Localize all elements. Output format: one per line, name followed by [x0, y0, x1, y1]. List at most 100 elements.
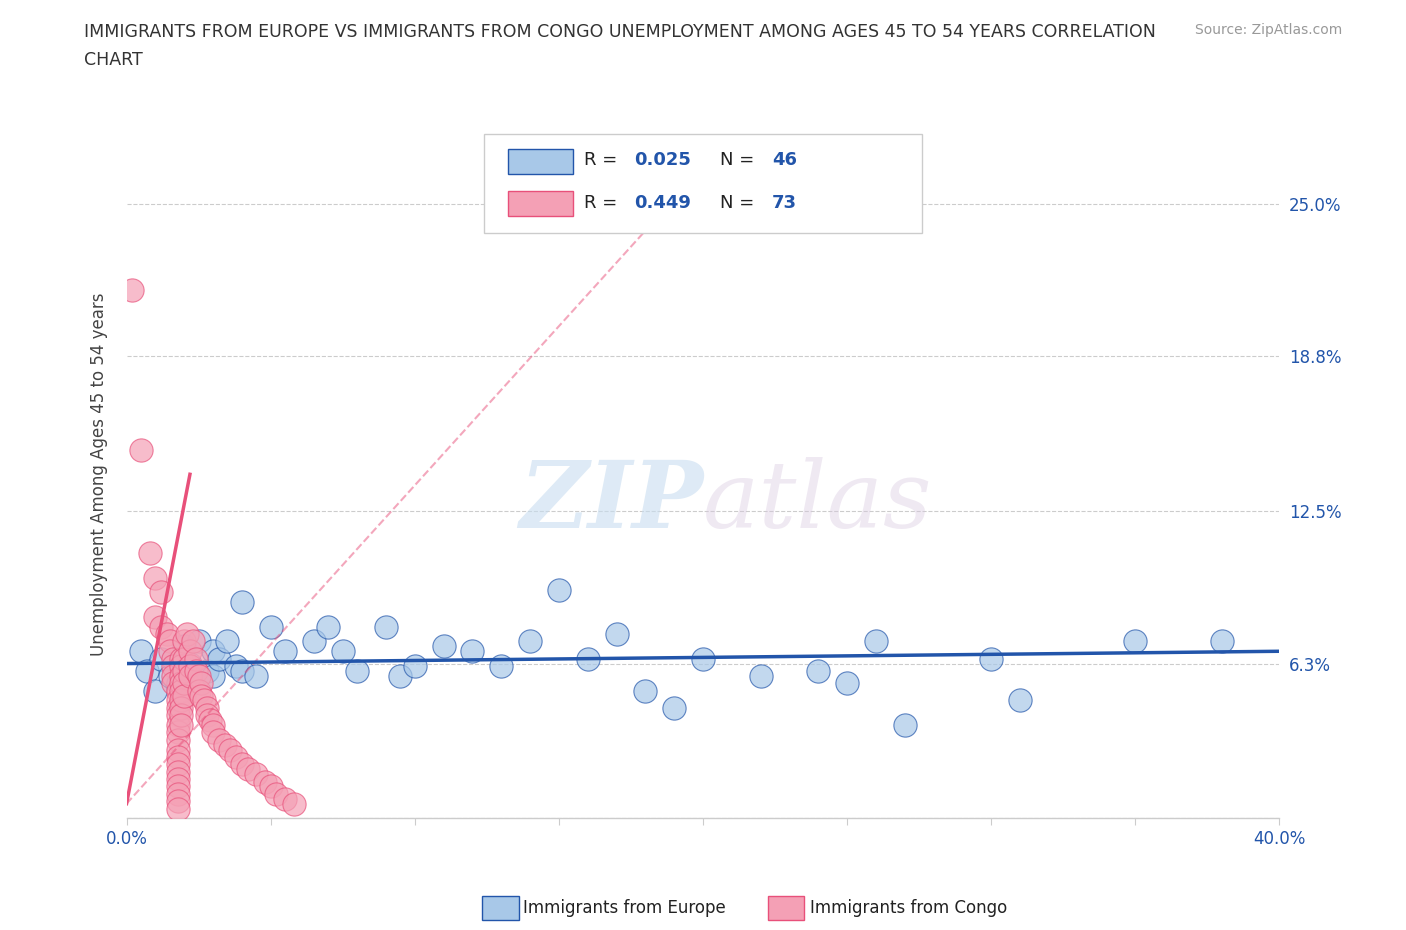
Point: [634, 684, 657, 698]
Point: [198, 712, 221, 727]
Point: [190, 676, 212, 691]
Point: [167, 732, 190, 747]
Text: 0.449: 0.449: [634, 194, 690, 212]
Text: R =: R =: [585, 194, 623, 212]
Point: [231, 757, 253, 772]
Point: [259, 619, 281, 634]
Point: [173, 639, 195, 654]
Point: [170, 700, 193, 715]
Point: [170, 708, 193, 723]
Y-axis label: Unemployment Among Ages 45 to 54 years: Unemployment Among Ages 45 to 54 years: [90, 293, 108, 656]
Point: [170, 658, 193, 673]
Text: Immigrants from Congo: Immigrants from Congo: [810, 898, 1007, 917]
Text: N =: N =: [720, 152, 761, 169]
Point: [245, 766, 267, 781]
Point: [195, 700, 218, 715]
Point: [167, 742, 190, 757]
Point: [332, 644, 354, 658]
Point: [274, 644, 297, 658]
Point: [283, 796, 305, 811]
Text: Immigrants from Europe: Immigrants from Europe: [523, 898, 725, 917]
Point: [121, 283, 143, 298]
Point: [1008, 693, 1031, 708]
Text: atlas: atlas: [703, 457, 932, 547]
Point: [193, 693, 215, 708]
Text: R =: R =: [585, 152, 623, 169]
Point: [170, 676, 193, 691]
Text: 73: 73: [772, 194, 797, 212]
Point: [173, 688, 195, 703]
Point: [181, 634, 204, 649]
Point: [187, 634, 209, 649]
Point: [167, 718, 190, 733]
Point: [167, 725, 190, 740]
Point: [749, 669, 772, 684]
Point: [187, 684, 209, 698]
Point: [167, 757, 190, 772]
Point: [162, 658, 184, 673]
Point: [208, 732, 231, 747]
Point: [1211, 634, 1233, 649]
Point: [170, 669, 193, 684]
Point: [865, 634, 887, 649]
Point: [318, 619, 340, 634]
Point: [231, 594, 253, 609]
Point: [187, 669, 209, 684]
Point: [173, 663, 195, 678]
Point: [576, 651, 599, 666]
Point: [162, 651, 184, 666]
Point: [179, 658, 201, 673]
Point: [835, 676, 858, 691]
Point: [664, 700, 686, 715]
Point: [184, 663, 207, 678]
FancyBboxPatch shape: [508, 149, 572, 174]
Point: [217, 634, 239, 649]
Point: [145, 570, 166, 585]
Point: [159, 634, 181, 649]
Point: [145, 684, 166, 698]
Point: [156, 627, 179, 642]
Point: [389, 669, 412, 684]
FancyBboxPatch shape: [508, 192, 572, 217]
Point: [167, 764, 190, 779]
Point: [179, 669, 201, 684]
Point: [167, 772, 190, 787]
Point: [548, 582, 571, 597]
Point: [208, 651, 231, 666]
Point: [605, 627, 627, 642]
Point: [167, 676, 190, 691]
Point: [179, 657, 201, 671]
Point: [225, 658, 247, 673]
Point: [150, 651, 173, 666]
Point: [894, 718, 917, 733]
Point: [162, 676, 184, 691]
Text: 46: 46: [772, 152, 797, 169]
Point: [179, 644, 201, 658]
Point: [184, 651, 207, 666]
Point: [150, 585, 173, 600]
Point: [225, 750, 247, 764]
Point: [195, 663, 218, 678]
Point: [173, 634, 195, 649]
Point: [170, 693, 193, 708]
Point: [274, 791, 297, 806]
Point: [170, 651, 193, 666]
Point: [219, 742, 242, 757]
Text: N =: N =: [720, 194, 761, 212]
Point: [170, 684, 193, 698]
Point: [150, 619, 173, 634]
Point: [159, 644, 181, 658]
Point: [135, 663, 157, 678]
Point: [167, 708, 190, 723]
Point: [433, 639, 456, 654]
Point: [129, 644, 152, 658]
Point: [167, 750, 190, 764]
Point: [167, 794, 190, 809]
Point: [167, 700, 190, 715]
Point: [176, 627, 198, 642]
Point: [138, 546, 160, 561]
Point: [145, 609, 166, 624]
Point: [404, 658, 426, 673]
Point: [202, 669, 225, 684]
Point: [245, 669, 267, 684]
